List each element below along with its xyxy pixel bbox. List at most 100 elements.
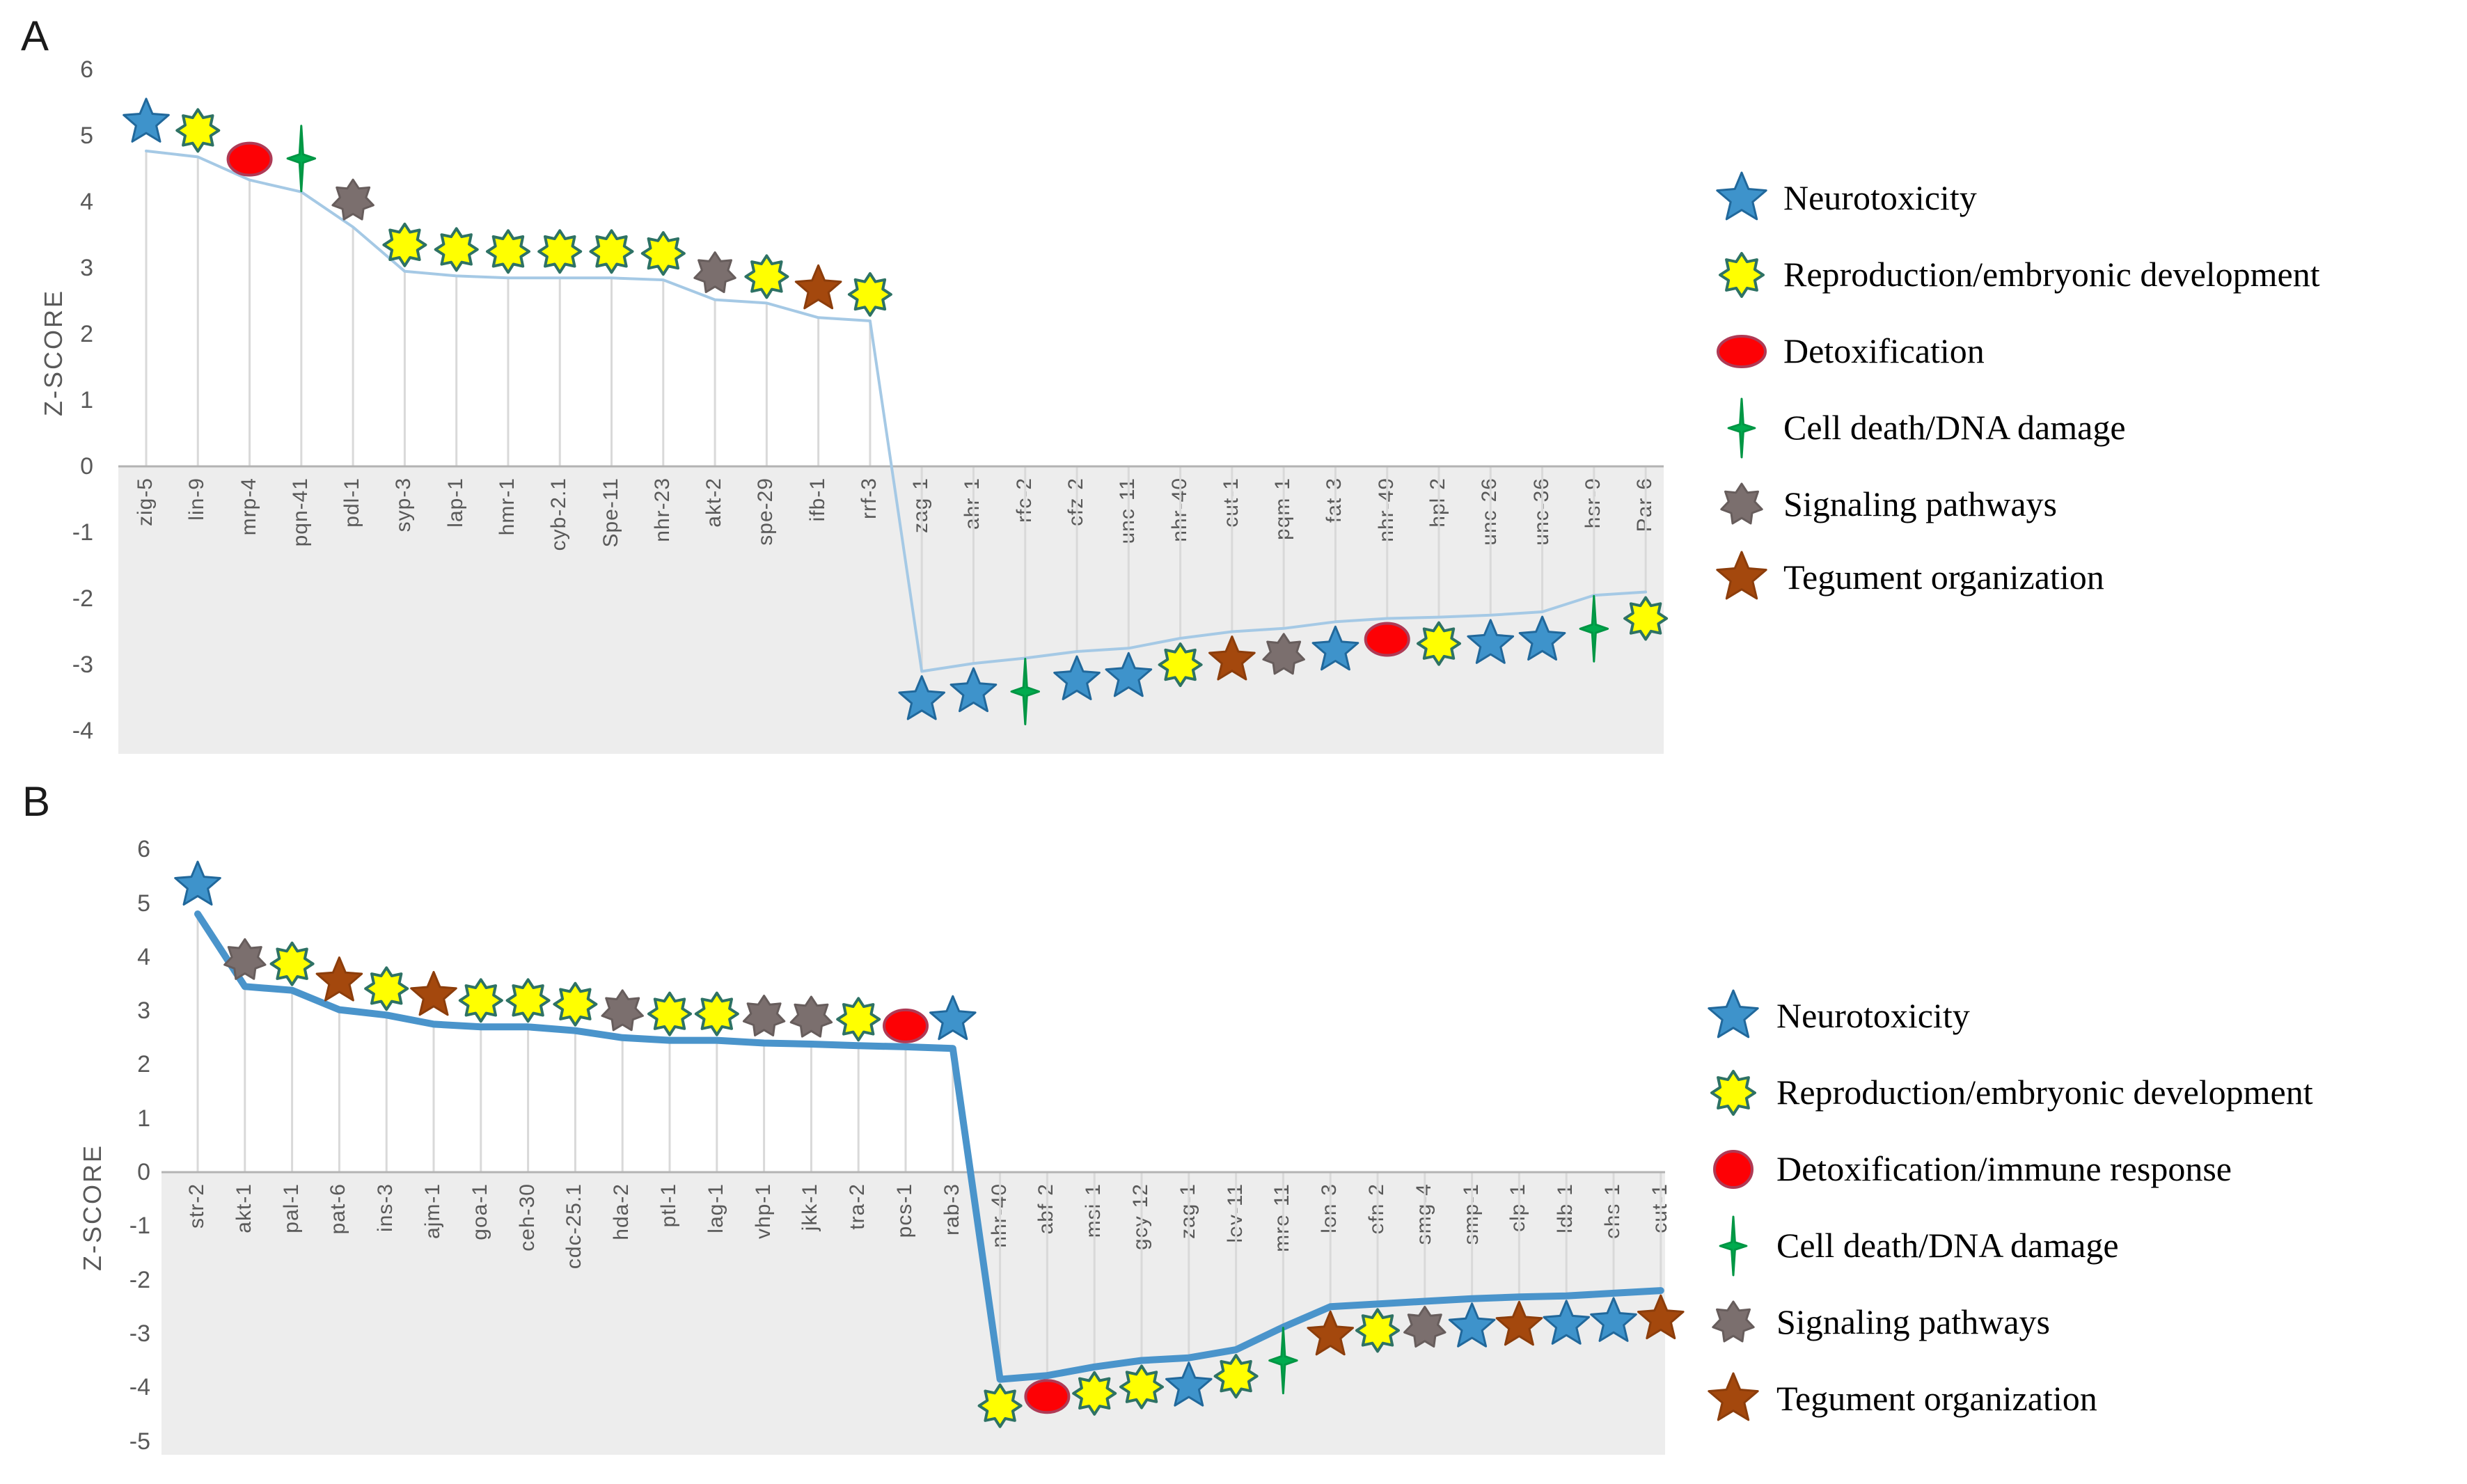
x-category-label: lag-1 bbox=[704, 1183, 727, 1233]
data-point-marker-signaling bbox=[223, 938, 267, 980]
data-point-marker-repro bbox=[434, 227, 479, 272]
data-point-marker-repro bbox=[694, 991, 739, 1036]
x-category-label: pqn-41 bbox=[288, 477, 312, 547]
x-category-label: fat-3 bbox=[1323, 477, 1346, 523]
y-tick-label: -3 bbox=[129, 1320, 150, 1347]
x-category-label: str-2 bbox=[185, 1183, 208, 1229]
y-tick-label: 2 bbox=[137, 1051, 150, 1078]
y-tick-label: -3 bbox=[72, 652, 93, 678]
x-category-label: syp-3 bbox=[392, 477, 416, 532]
x-category-label: ifb-1 bbox=[805, 477, 829, 522]
legend-icon-neuro bbox=[1708, 989, 1759, 1039]
x-category-label: cut-1 bbox=[1219, 477, 1243, 528]
y-tick-label: 1 bbox=[137, 1105, 150, 1132]
x-category-label: akt-2 bbox=[702, 477, 726, 528]
x-category-label: goa-1 bbox=[468, 1183, 491, 1240]
legend-label: Neurotoxicity bbox=[1783, 178, 1977, 217]
x-category-label: rrf-3 bbox=[857, 477, 881, 519]
x-category-label: Spe-11 bbox=[599, 477, 622, 548]
data-point-marker-tegument bbox=[315, 956, 363, 1002]
y-tick-label: 0 bbox=[80, 453, 93, 480]
legend-label: Detoxification bbox=[1783, 331, 1985, 370]
y-tick-label: -2 bbox=[129, 1266, 150, 1293]
x-category-label: ins-3 bbox=[374, 1183, 397, 1233]
y-tick-label: 6 bbox=[137, 836, 150, 863]
x-category-label: mre-11 bbox=[1270, 1183, 1294, 1252]
data-point-marker-repro bbox=[505, 978, 551, 1023]
y-tick-label: 3 bbox=[80, 255, 93, 281]
y-tick-label: -4 bbox=[129, 1374, 150, 1401]
data-point-marker-repro bbox=[458, 978, 503, 1023]
legend-marker-icon-neuro bbox=[1716, 171, 1767, 221]
legend-icon-detox bbox=[1717, 335, 1767, 368]
x-category-label: nhr-49 bbox=[1374, 477, 1398, 542]
data-point-marker-repro bbox=[553, 981, 598, 1027]
x-category-label: pcs-1 bbox=[893, 1183, 916, 1238]
y-tick-label: 2 bbox=[80, 321, 93, 347]
legend-icon-detox bbox=[1713, 1150, 1753, 1189]
panel-b-letter: B bbox=[22, 778, 51, 825]
y-tick-label: 3 bbox=[137, 997, 150, 1025]
x-category-label: hsr-9 bbox=[1581, 477, 1605, 529]
x-category-label: unc-36 bbox=[1529, 477, 1553, 546]
data-point-marker-signaling bbox=[693, 251, 736, 294]
y-tick-label: 4 bbox=[137, 943, 150, 970]
y-tick-label: 0 bbox=[137, 1159, 150, 1185]
data-point-marker-repro bbox=[836, 997, 881, 1042]
x-category-label: cdc-25.1 bbox=[562, 1183, 586, 1270]
legend-label: Detoxification/immune response bbox=[1776, 1149, 2232, 1188]
data-point-marker-neuro bbox=[174, 860, 221, 906]
x-category-label: rfc-2 bbox=[1012, 477, 1036, 523]
data-point-marker-signaling bbox=[742, 995, 786, 1036]
x-category-label: cfz-2 bbox=[1064, 477, 1088, 527]
legend-icon-repro bbox=[1710, 1070, 1756, 1116]
legend-marker-icon-repro bbox=[1719, 252, 1765, 298]
x-category-label: ptl-1 bbox=[657, 1183, 680, 1228]
data-point-marker-repro bbox=[744, 254, 789, 299]
x-category-label: tra-2 bbox=[846, 1183, 869, 1230]
legend-label: Reproduction/embryonic development bbox=[1783, 255, 2320, 294]
data-point-marker-repro bbox=[589, 229, 634, 274]
legend-icon-tegument bbox=[1708, 1372, 1759, 1421]
y-tick-label: -5 bbox=[129, 1428, 150, 1455]
legend-icon-celldeath bbox=[1719, 1215, 1748, 1277]
data-point-marker-repro bbox=[382, 222, 427, 267]
legend-label: Tegument organization bbox=[1776, 1379, 2097, 1418]
x-category-label: nhr-40 bbox=[1167, 477, 1191, 542]
y-tick-label: -2 bbox=[72, 585, 93, 612]
x-category-label: pat-6 bbox=[326, 1183, 350, 1235]
y-tick-label: 4 bbox=[80, 189, 93, 215]
x-category-label: hpl-2 bbox=[1426, 477, 1449, 528]
legend-marker-icon-signaling bbox=[1712, 1300, 1755, 1343]
x-category-label: pqm-1 bbox=[1271, 477, 1295, 541]
y-tick-label: -4 bbox=[72, 718, 93, 744]
x-category-label: mrp-4 bbox=[237, 477, 260, 536]
y-tick-label: 1 bbox=[80, 387, 93, 413]
data-point-marker-repro bbox=[640, 231, 686, 276]
x-category-label: nhr-40 bbox=[987, 1183, 1011, 1248]
data-point-marker-tegument bbox=[410, 970, 457, 1016]
legend-marker-icon-neuro bbox=[1708, 989, 1759, 1039]
legend-icon-celldeath bbox=[1727, 397, 1756, 459]
data-point-marker-repro bbox=[364, 966, 409, 1011]
legend-marker-icon-tegument bbox=[1708, 1372, 1759, 1421]
legend-label: Cell death/DNA damage bbox=[1776, 1226, 2119, 1265]
x-category-label: cyb-2.1 bbox=[547, 477, 571, 551]
x-category-label: smp-1 bbox=[1459, 1183, 1483, 1245]
x-category-label: nhr-23 bbox=[650, 477, 674, 542]
y-tick-label: -1 bbox=[129, 1213, 150, 1240]
x-category-label: pal-1 bbox=[279, 1183, 303, 1233]
legend-icon-neuro bbox=[1716, 171, 1767, 221]
x-category-label: abf-2 bbox=[1034, 1183, 1058, 1235]
panel-a-letter: A bbox=[21, 13, 49, 59]
y-tick-label: 6 bbox=[80, 56, 93, 83]
data-point-marker-repro bbox=[537, 229, 583, 274]
legend-marker-icon-signaling bbox=[1720, 482, 1763, 525]
x-category-label: zag-1 bbox=[1176, 1183, 1199, 1240]
x-category-label: clp-1 bbox=[1506, 1183, 1530, 1233]
x-category-label: hda-2 bbox=[610, 1183, 633, 1240]
x-category-label: msi-1 bbox=[1082, 1183, 1105, 1238]
x-category-label: lon-3 bbox=[1318, 1183, 1341, 1233]
x-category-label: ehs-1 bbox=[1601, 1183, 1624, 1240]
legend-icon-tegument bbox=[1716, 551, 1767, 600]
